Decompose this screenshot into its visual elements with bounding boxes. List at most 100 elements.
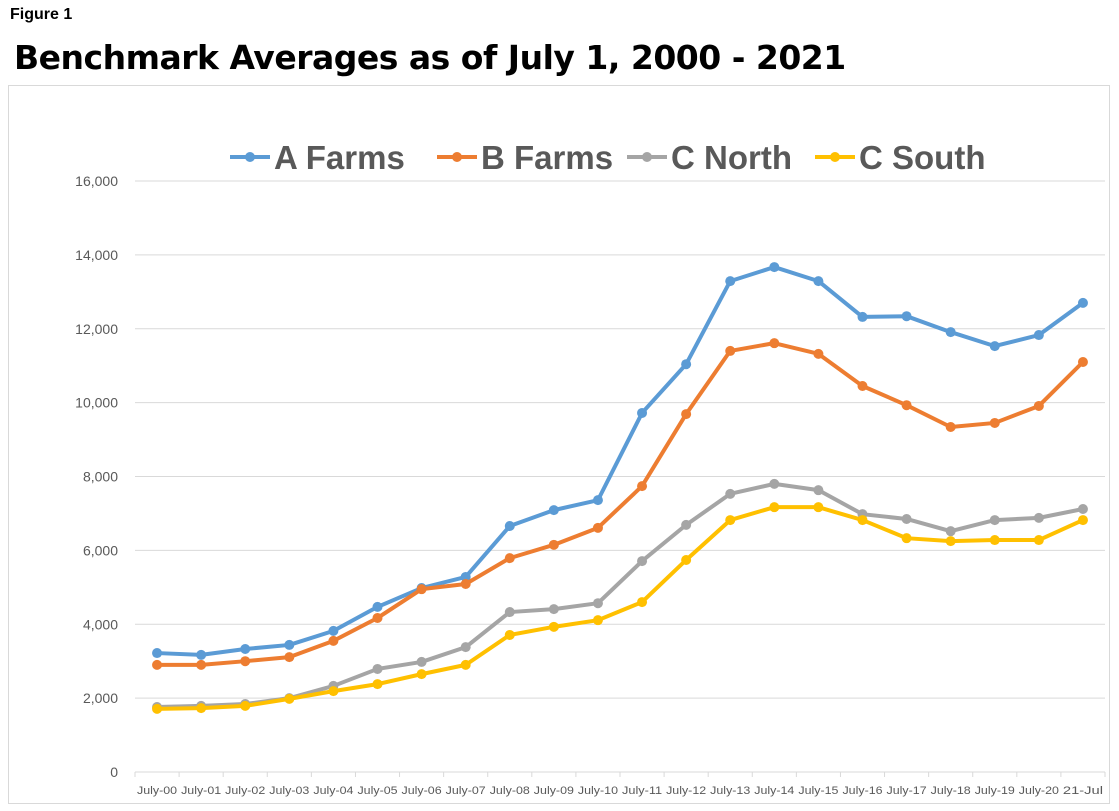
legend-marker: [830, 152, 840, 162]
data-point: [681, 359, 692, 370]
data-point: [592, 522, 603, 533]
data-point: [504, 629, 515, 640]
x-tick-label: July-12: [666, 785, 706, 797]
data-point: [548, 505, 559, 516]
y-tick-label: 12,000: [75, 321, 118, 337]
legend-label: C North: [671, 139, 792, 176]
data-point: [989, 341, 1000, 352]
data-point: [681, 519, 692, 530]
data-point: [857, 311, 868, 322]
y-tick-label: 2,000: [83, 690, 118, 706]
x-tick-label: July-07: [446, 785, 486, 797]
data-point: [372, 679, 383, 690]
x-tick-label: July-08: [490, 785, 530, 797]
data-point: [284, 639, 295, 650]
data-point: [592, 598, 603, 609]
data-point: [769, 478, 780, 489]
data-point: [769, 338, 780, 349]
x-tick-label: July-11: [622, 785, 662, 797]
data-point: [460, 642, 471, 653]
data-point: [196, 703, 207, 714]
x-tick-label: July-01: [181, 785, 221, 797]
data-point: [1077, 297, 1088, 308]
data-point: [196, 659, 207, 670]
data-point: [416, 669, 427, 680]
y-tick-label: 0: [110, 764, 118, 780]
data-point: [548, 539, 559, 550]
data-point: [813, 485, 824, 496]
data-point: [769, 262, 780, 273]
x-tick-label: July-17: [887, 785, 927, 797]
data-point: [460, 571, 471, 582]
x-tick-label: July-06: [402, 785, 442, 797]
data-point: [989, 417, 1000, 428]
data-point: [681, 409, 692, 420]
data-point: [196, 649, 207, 660]
x-tick-label: July-10: [578, 785, 618, 797]
x-tick-label: July-09: [534, 785, 574, 797]
x-tick-label: July-18: [931, 785, 971, 797]
data-point: [901, 311, 912, 322]
x-tick-label: July-13: [710, 785, 750, 797]
x-tick-label: July-19: [975, 785, 1015, 797]
legend-marker: [452, 152, 462, 162]
data-point: [328, 686, 339, 697]
data-point: [240, 700, 251, 711]
data-point: [1077, 356, 1088, 367]
series-line-a-farms: [156, 265, 1085, 657]
data-point: [504, 553, 515, 564]
data-point: [1077, 515, 1088, 526]
data-point: [637, 481, 648, 492]
x-tick-label: July-04: [313, 785, 353, 797]
data-point: [1033, 535, 1044, 546]
data-point: [548, 604, 559, 615]
data-point: [284, 652, 295, 663]
y-tick-label: 4,000: [83, 616, 118, 632]
y-tick-label: 10,000: [75, 395, 118, 411]
data-point: [416, 584, 427, 595]
x-tick-label: July-16: [842, 785, 882, 797]
legend-marker: [245, 152, 255, 162]
data-point: [901, 513, 912, 524]
data-point: [592, 615, 603, 626]
data-point: [1033, 512, 1044, 523]
data-point: [416, 656, 427, 667]
data-point: [328, 635, 339, 646]
data-point: [504, 520, 515, 531]
data-point: [901, 400, 912, 411]
data-point: [901, 533, 912, 544]
data-point: [152, 703, 163, 714]
data-point: [372, 601, 383, 612]
data-point: [725, 345, 736, 356]
x-tick-label: July-02: [225, 785, 265, 797]
series-line-c-south: [157, 505, 1084, 711]
data-point: [681, 554, 692, 565]
data-point: [460, 659, 471, 670]
data-point: [989, 515, 1000, 526]
x-tick-label: July-05: [357, 785, 397, 797]
data-point: [769, 502, 780, 513]
data-point: [1033, 330, 1044, 341]
data-point: [725, 276, 736, 287]
data-point: [637, 597, 648, 608]
data-point: [372, 663, 383, 674]
y-tick-label: 6,000: [83, 542, 118, 558]
data-point: [460, 578, 471, 589]
data-point: [813, 348, 824, 359]
legend-label: B Farms: [481, 139, 613, 176]
data-point: [592, 495, 603, 506]
y-tick-label: 16,000: [75, 173, 118, 189]
data-point: [372, 612, 383, 623]
data-point: [945, 327, 956, 338]
data-point: [857, 381, 868, 392]
data-point: [548, 621, 559, 632]
y-tick-label: 8,000: [83, 469, 118, 485]
legend-label: C South: [859, 139, 985, 176]
data-point: [813, 276, 824, 287]
data-point: [857, 515, 868, 526]
data-point: [152, 648, 163, 659]
x-tick-label: July-15: [798, 785, 838, 797]
data-point: [240, 643, 251, 654]
data-point: [945, 536, 956, 547]
data-point: [945, 526, 956, 537]
